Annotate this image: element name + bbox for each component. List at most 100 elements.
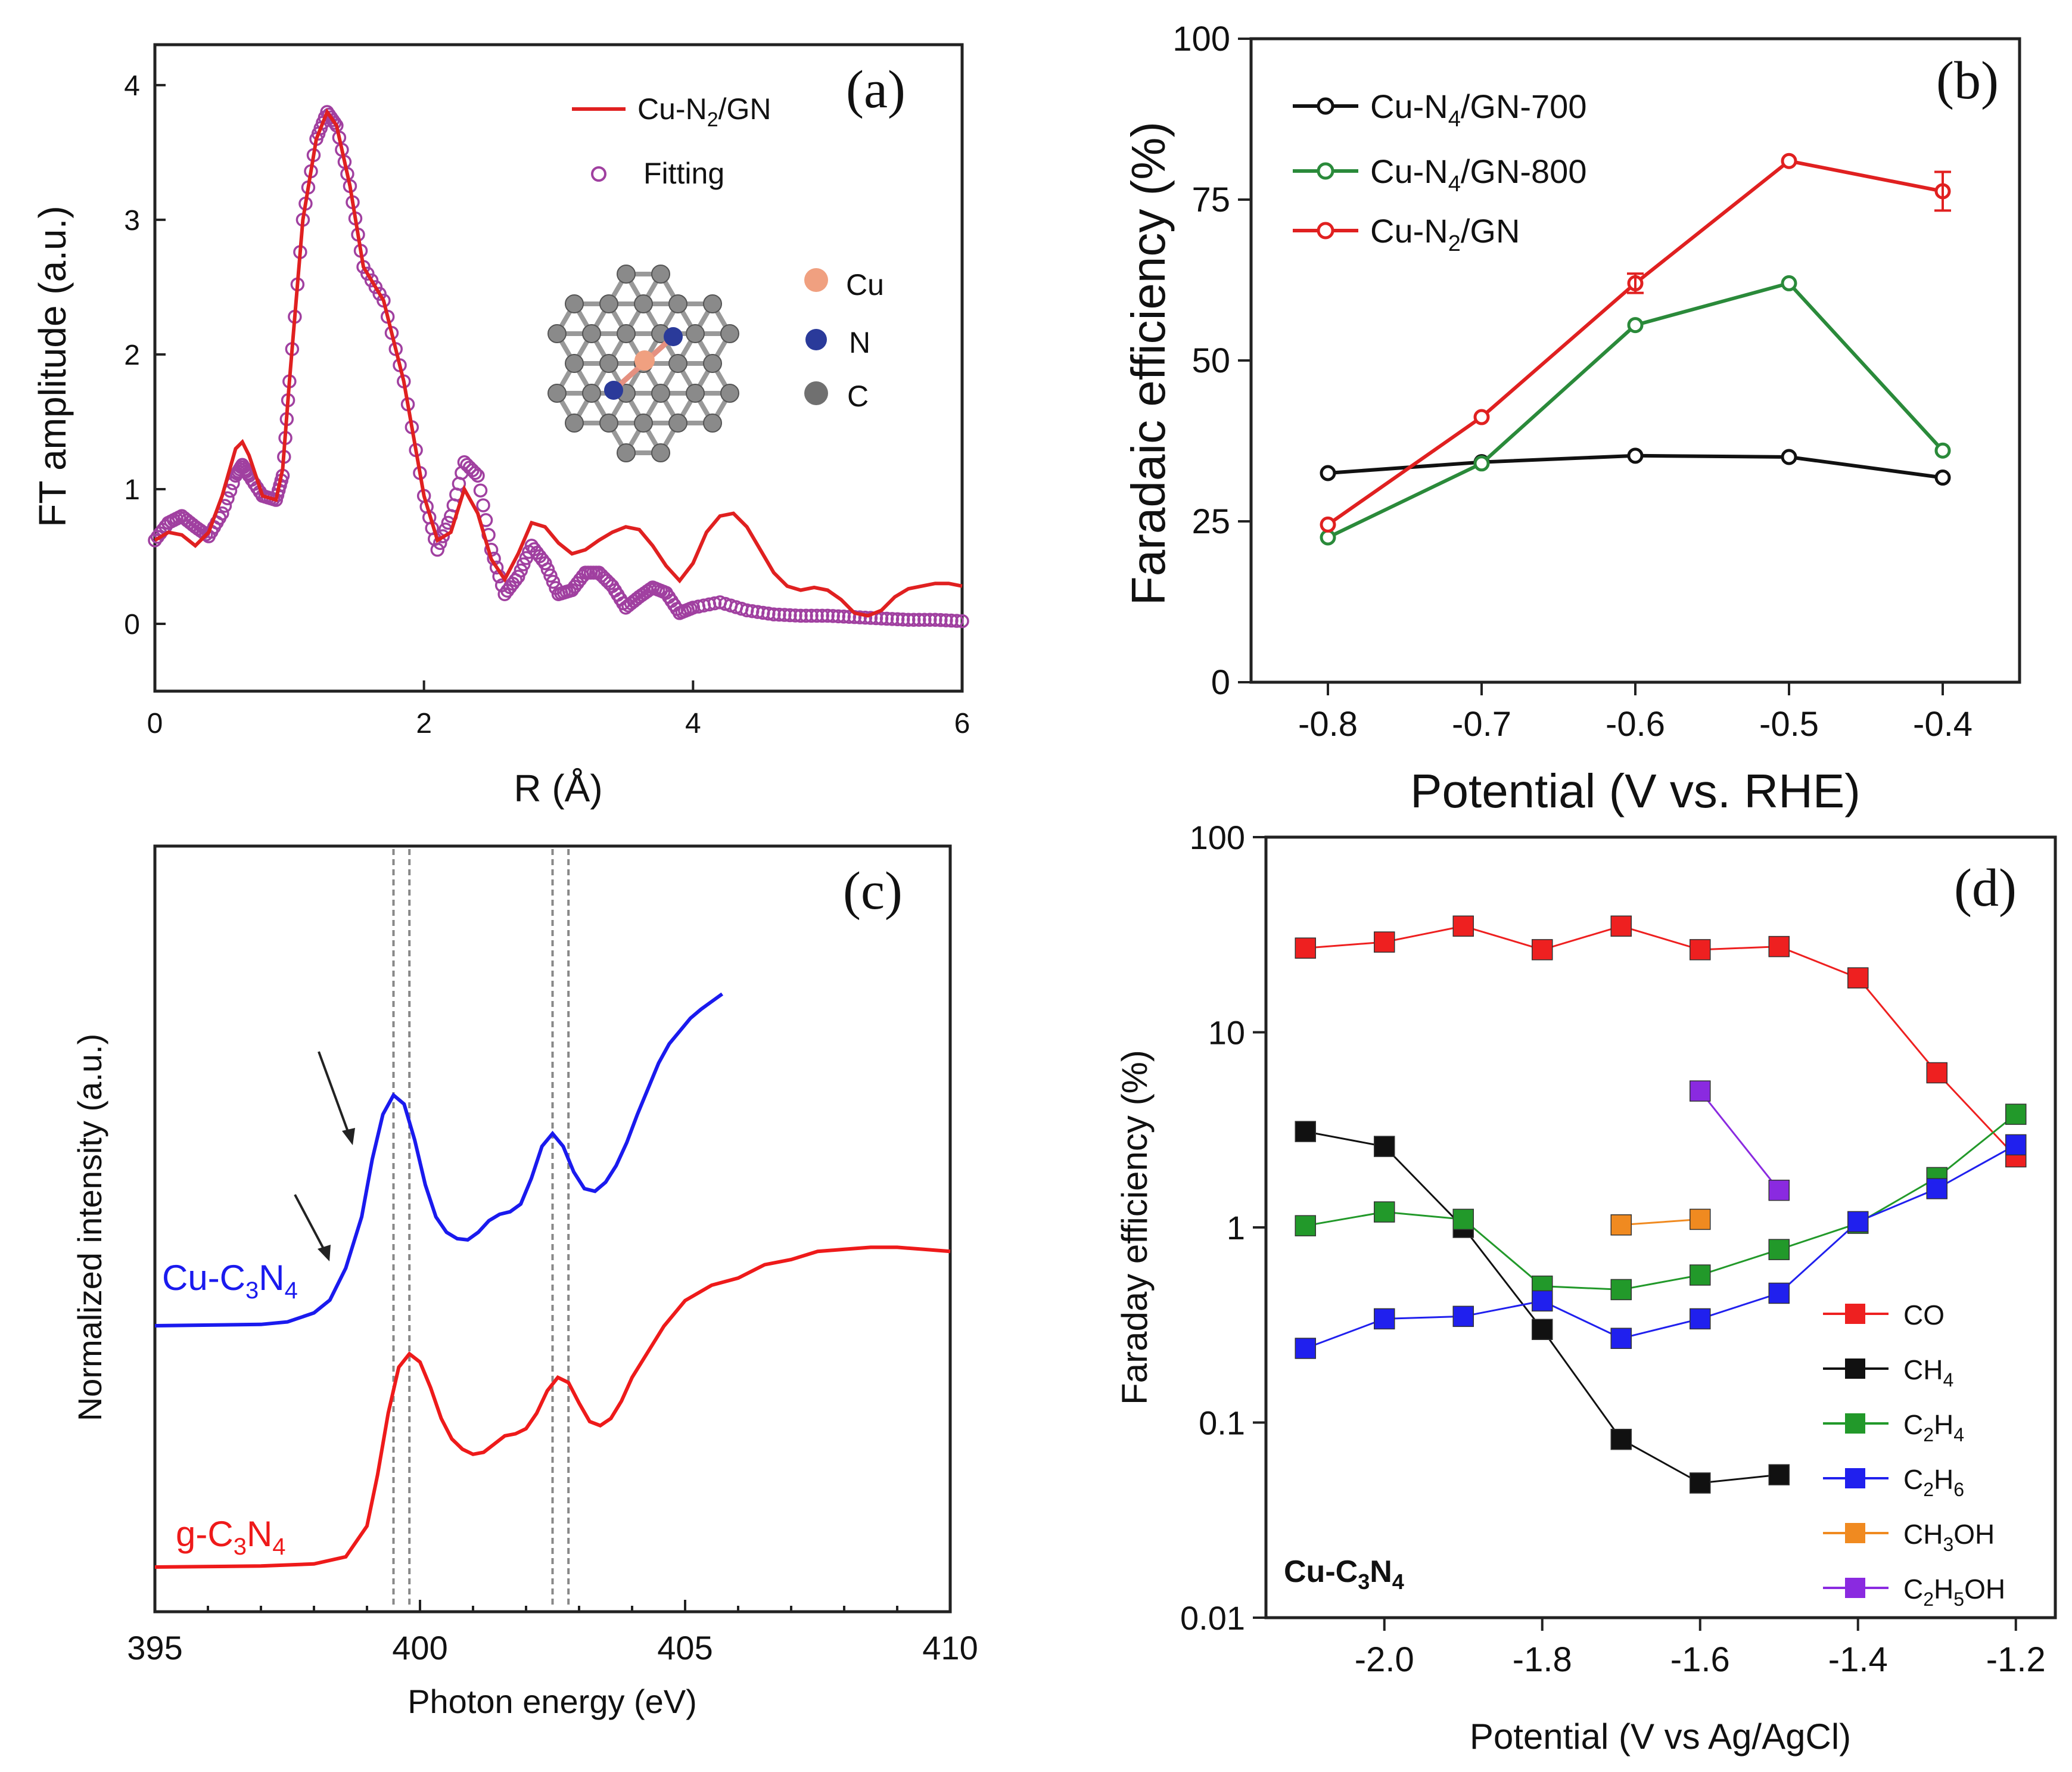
panel-c-label-cu-c3n4: Cu-C3N4: [162, 1258, 298, 1304]
panel-d-marker: [1295, 1215, 1316, 1236]
panel-d: -2.0 -1.8 -1.6 -1.4 -1.2 0.01 0.1 1 10 100 (d) Cu…: [1115, 819, 2057, 1757]
panel-d-legend-entry: C2H4: [1903, 1409, 1964, 1445]
panel-b-legend-700: Cu-N4/GN-700: [1370, 88, 1586, 132]
panel-d-marker: [1452, 915, 1474, 937]
panel-c-xlabel: Photon energy (eV): [407, 1683, 697, 1720]
panel-b-ticks: -0.8 -0.7 -0.6 -0.5 -0.4 0 25 50 75 100: [1172, 20, 1973, 744]
panel-a-fit-point: [810, 608, 824, 623]
panel-d-xlabel: Potential (V vs Ag/AgCl): [1470, 1717, 1851, 1757]
panel-a-fit-point: [514, 563, 528, 578]
panel-d-line: [1621, 1218, 1700, 1226]
panel-a-fit-point: [950, 614, 964, 628]
panel-b-legend-n2: Cu-N2/GN: [1370, 212, 1520, 256]
panel-a-inset-c-atom: [703, 414, 722, 433]
panel-b-point: [1781, 153, 1797, 169]
panel-d-marker: [1532, 1290, 1553, 1312]
panel-d-legend-entry: CH4: [1903, 1354, 1953, 1391]
panel-c-arrow-lower-icon: [294, 1194, 328, 1255]
panel-a-fit-point: [788, 608, 802, 623]
panel-a-fit-point: [820, 608, 835, 623]
panel-a-fit-point: [777, 608, 792, 622]
panel-d-xtick-label: -2.0: [1355, 1640, 1414, 1679]
panel-d-legend-entry: CO: [1903, 1300, 1945, 1330]
panel-a-fit-point: [799, 608, 813, 623]
panel-b: -0.8 -0.7 -0.6 -0.5 -0.4 0 25 50 75 100 (b) Cu-N4…: [1122, 20, 2021, 817]
panel-d-marker: [1690, 1080, 1711, 1102]
panel-b-xtick-label: -0.6: [1606, 705, 1665, 744]
panel-a-inset-c-atom: [651, 443, 670, 462]
panel-a-xtick-label: 6: [954, 708, 970, 739]
panel-a-inset-c-atom: [617, 324, 636, 343]
panel-a-fit-point: [430, 542, 444, 557]
panel-c-arrow-lower-head-icon: [318, 1245, 331, 1261]
panel-a-fit-point: [804, 608, 819, 623]
panel-c-arrow-upper-head-icon: [342, 1128, 355, 1145]
panel-a-fit-point: [955, 614, 969, 629]
panel-a-fit-point: [831, 609, 845, 624]
panel-a-inset-c-atom-icon: [804, 381, 828, 405]
panel-a-fit-point: [327, 116, 342, 130]
panel-a-inset-c-atom: [547, 324, 567, 343]
panel-d-marker: [1690, 1264, 1711, 1286]
panel-d-marker: [1690, 939, 1711, 960]
panel-d-marker: [1374, 931, 1395, 953]
panel-a-fit-point: [863, 611, 878, 625]
panel-a-ytick-label: 3: [124, 205, 140, 237]
panel-d-marker: [1926, 1178, 1947, 1199]
panel-a-inset-cu-label: Cu: [846, 268, 884, 301]
panel-a-inset-c-atom: [634, 294, 653, 313]
panel-d-legend-marker-icon: [1845, 1413, 1865, 1434]
panel-d-marker: [1295, 1338, 1316, 1359]
panel-a-fit-point: [842, 610, 857, 624]
panel-a-legend-fit: Fitting: [643, 157, 724, 190]
panel-b-point: [1473, 409, 1490, 425]
panel-b-ylabel: Faradaic efficiency (%): [1122, 122, 1175, 605]
panel-a-inset-c-atom: [617, 443, 636, 462]
panel-a-inset-c-atom: [668, 354, 687, 373]
panel-a-xlabel: R (Å): [514, 767, 602, 810]
panel-a-fit-point: [511, 570, 525, 584]
panel-a-fit-point: [794, 608, 808, 623]
panel-a-inset-n-label: N: [849, 326, 870, 359]
panel-a-fit-point: [476, 498, 490, 512]
panel-a-fit-point: [901, 613, 916, 627]
panel-d-marker: [1532, 939, 1553, 960]
panel-a-inset-n-atom: [604, 381, 623, 400]
panel-b-point: [1627, 317, 1644, 334]
panel-a-fit-point: [473, 483, 488, 498]
panel-a-inset-c-atom: [651, 265, 670, 284]
panel-d-legend-entry: C2H6: [1903, 1464, 1964, 1500]
panel-d-marker: [1452, 1305, 1474, 1328]
panel-d-xtick-label: -1.2: [1986, 1640, 2046, 1679]
panel-d-ytick-label: 0.01: [1180, 1599, 1245, 1637]
panel-a-inset-c-atom: [565, 294, 584, 313]
panel-d-marker: [1532, 1319, 1553, 1340]
panel-a-fit-point: [906, 613, 921, 627]
panel-b-legend-marker-n2-icon: [1317, 222, 1334, 240]
panel-c-label: (c): [843, 862, 903, 921]
panel-b-xtick-label: -0.8: [1298, 705, 1358, 744]
panel-d-marker: [1847, 1211, 1869, 1233]
panel-c-xtick-label: 395: [127, 1629, 182, 1667]
panel-a-legend-data: Cu-N2/GN: [637, 92, 771, 131]
panel-a-inset-c-label: C: [847, 380, 869, 413]
panel-a-fit-point: [939, 613, 953, 627]
panel-a-fit-point: [911, 613, 926, 627]
panel-c-series: [154, 992, 951, 1569]
panel-b-point: [1320, 529, 1336, 546]
panel-a-fit-point: [489, 560, 504, 575]
panel-d-legend-marker-icon: [1845, 1578, 1865, 1598]
panel-d-marker: [1295, 1121, 1316, 1142]
panel-d-marker: [1610, 915, 1632, 937]
panel-a-inset-cu-atom-icon: [804, 268, 828, 292]
panel-d-series: [1295, 915, 2027, 1494]
panel-a-fit-point: [836, 610, 851, 624]
panel-a-inset-c-atom: [651, 384, 670, 403]
panel-d-line: [1305, 1113, 2017, 1291]
panel-a-ylabel: FT amplitude (a.u.): [31, 206, 74, 527]
panel-a-frame: [153, 43, 964, 693]
panel-d-ylabel: Faraday efficiency (%): [1115, 1050, 1155, 1405]
panel-b-legend-marker-800-icon: [1317, 162, 1334, 180]
panel-a-inset-c-atom: [582, 324, 601, 343]
